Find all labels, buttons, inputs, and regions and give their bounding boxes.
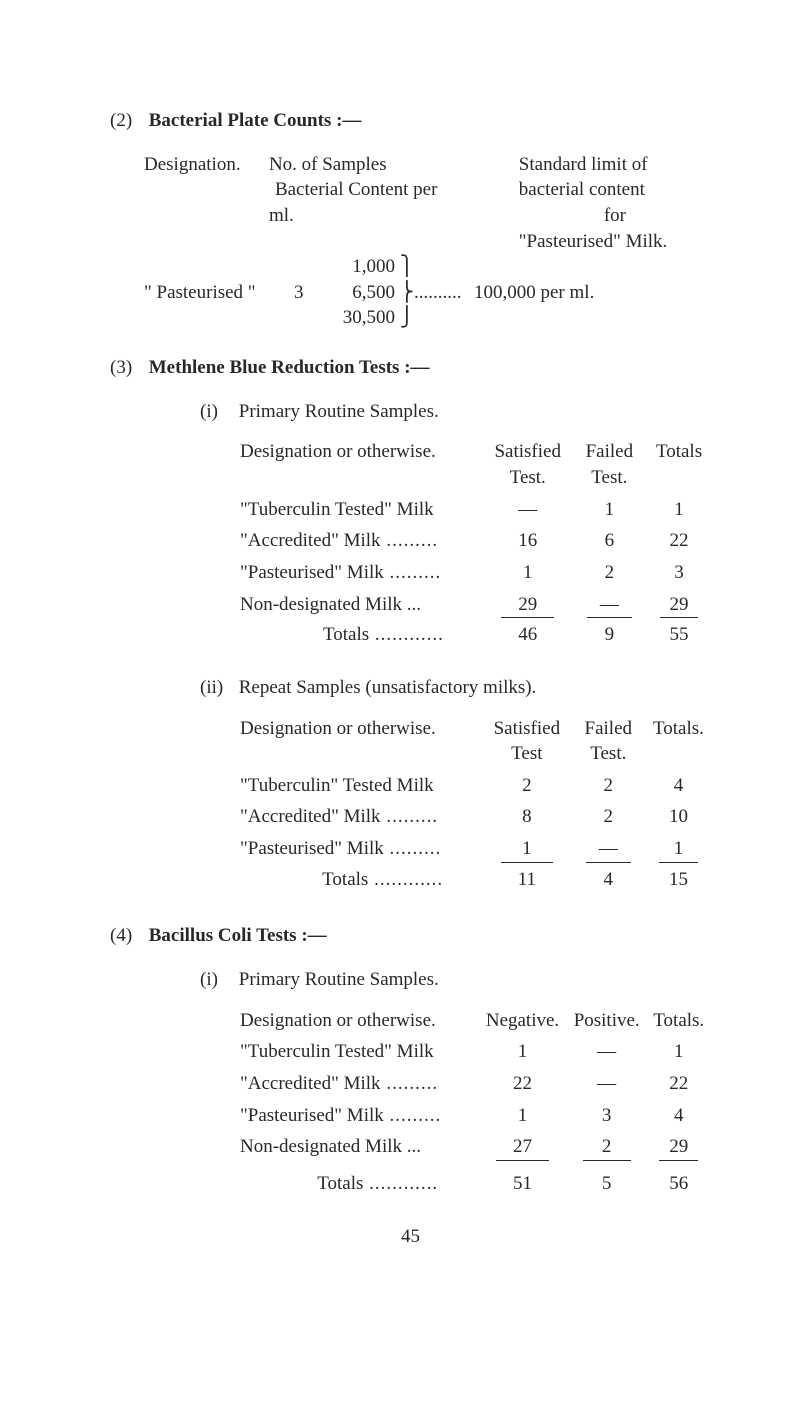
hdr-designation: Designation or otherwise.	[240, 1005, 478, 1037]
hdr-failed: Failed Test.	[572, 436, 647, 493]
table-row: "Tuberculin" Tested Milk 2 2 4	[240, 770, 711, 802]
table-header-row: Designation or otherwise. Satisfied Test…	[240, 713, 711, 770]
s3-i-title: Primary Routine Samples.	[239, 401, 439, 422]
s3-ii-num: (ii)	[200, 675, 234, 701]
table-totals-row: Totals 46 9 55	[240, 620, 711, 651]
s2-row-bact: 1,000 ⎫ 6,500 ⎬ 30,500 ⎭	[324, 254, 414, 331]
section-4-heading: (4) Bacillus Coli Tests :—	[110, 923, 711, 949]
s2-data-row: " Pasteurised " 3 1,000 ⎫ 6,500 ⎬ 30,500…	[144, 254, 711, 331]
hdr-negative: Negative.	[478, 1005, 567, 1037]
s3-i-num: (i)	[200, 399, 234, 425]
s2-col-designation: Designation.	[144, 152, 269, 255]
hdr-totals: Totals.	[646, 713, 711, 770]
section-4-num: (4)	[110, 923, 144, 949]
s2-row-no: 3	[294, 280, 324, 306]
s4-i-title: Primary Routine Samples.	[239, 969, 439, 990]
s2-row-limit: 100,000 per ml.	[474, 280, 594, 306]
page-number: 45	[110, 1224, 711, 1250]
hdr-satisfied: Satisfied Test.	[484, 436, 572, 493]
table-row: "Pasteurised" Milk 1 2 3	[240, 557, 711, 589]
s3-ii-title: Repeat Samples (unsatisfactory milks).	[239, 677, 537, 698]
page: (2) Bacterial Plate Counts :— Designatio…	[0, 0, 801, 1249]
section-2-num: (2)	[110, 108, 144, 134]
table-row: "Accredited" Milk 8 2 10	[240, 801, 711, 833]
section-2-title: Bacterial Plate Counts :—	[149, 110, 362, 131]
table-row: "Accredited" Milk 16 6 22	[240, 525, 711, 557]
s2-col-bacterial: No. of Samples Bacterial Content per ml.	[269, 152, 442, 255]
table-row: "Pasteurised" Milk 1 — 1	[240, 833, 711, 865]
section-3-num: (3)	[110, 355, 144, 381]
s2-row-desig: " Pasteurised "	[144, 280, 294, 306]
table-row: "Tuberculin Tested" Milk — 1 1	[240, 494, 711, 526]
s4-i-table: Designation or otherwise. Negative. Posi…	[240, 1005, 711, 1200]
s4-i-heading: (i) Primary Routine Samples.	[200, 967, 711, 993]
table-totals-row: Totals 11 4 15	[240, 865, 711, 896]
section-2-body: Designation. No. of Samples Bacterial Co…	[144, 152, 711, 331]
hdr-designation: Designation or otherwise.	[240, 436, 484, 493]
table-row: Non-designated Milk ... 27 2 29	[240, 1131, 711, 1163]
s3-i-table: Designation or otherwise. Satisfied Test…	[240, 436, 711, 650]
table-header-row: Designation or otherwise. Negative. Posi…	[240, 1005, 711, 1037]
s2-col-limit: Standard limit of bacterial content for …	[519, 152, 711, 255]
s3-ii-table: Designation or otherwise. Satisfied Test…	[240, 713, 711, 896]
s3-ii-heading: (ii) Repeat Samples (unsatisfactory milk…	[200, 675, 711, 701]
table-row: "Accredited" Milk 22 — 22	[240, 1068, 711, 1100]
section-3-title: Methlene Blue Reduction Tests :—	[149, 357, 430, 378]
section-2-heading: (2) Bacterial Plate Counts :—	[110, 108, 711, 134]
s2-header-row: Designation. No. of Samples Bacterial Co…	[144, 152, 711, 255]
table-row: "Pasteurised" Milk 1 3 4	[240, 1100, 711, 1132]
table-row: Non-designated Milk ... 29 — 29	[240, 589, 711, 621]
table-header-row: Designation or otherwise. Satisfied Test…	[240, 436, 711, 493]
section-4-title: Bacillus Coli Tests :—	[149, 925, 327, 946]
s4-i-num: (i)	[200, 967, 234, 993]
hdr-satisfied: Satisfied Test	[483, 713, 571, 770]
table-totals-row: Totals 51 5 56	[240, 1169, 711, 1200]
hdr-totals: Totals	[647, 436, 711, 493]
hdr-designation: Designation or otherwise.	[240, 713, 483, 770]
hdr-failed: Failed Test.	[571, 713, 646, 770]
section-3-heading: (3) Methlene Blue Reduction Tests :—	[110, 355, 711, 381]
hdr-totals: Totals.	[646, 1005, 711, 1037]
hdr-positive: Positive.	[567, 1005, 647, 1037]
s2-row-dots: ..........	[414, 280, 474, 306]
table-row: "Tuberculin Tested" Milk 1 — 1	[240, 1036, 711, 1068]
s3-i-heading: (i) Primary Routine Samples.	[200, 399, 711, 425]
